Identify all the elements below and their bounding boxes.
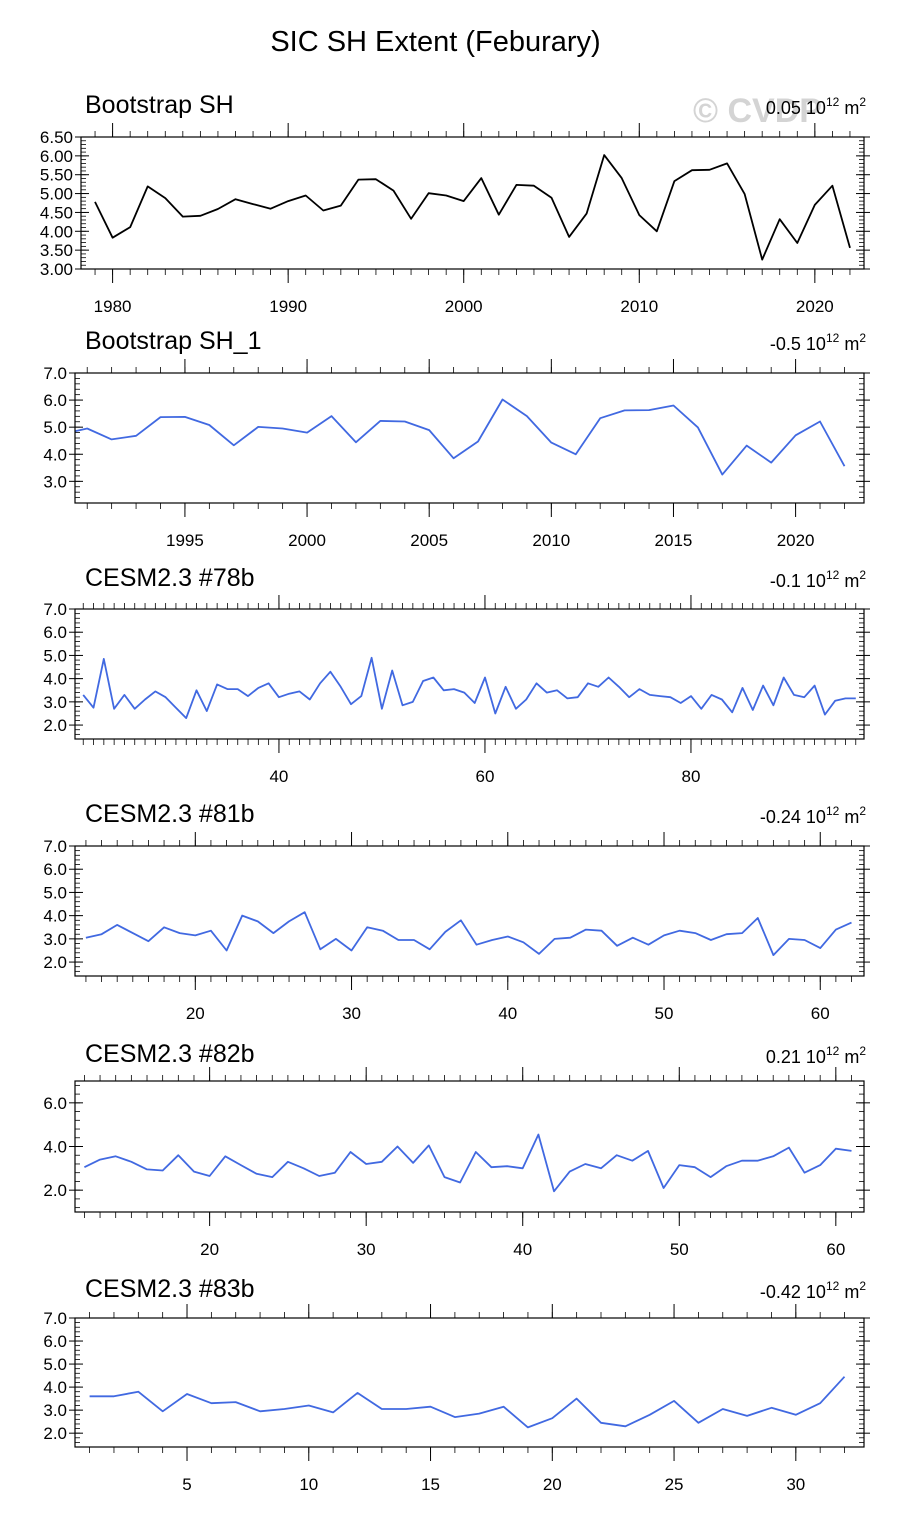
chart-panel-2: Bootstrap SH_1 -0.5 1012 m2 3.0 4.0 5.0 6.0 7.… [43, 327, 870, 550]
plot-frame [74, 1080, 865, 1213]
x-tick-label: 2005 [410, 531, 448, 550]
trend-label: 0.05 1012 m2 [766, 95, 866, 118]
y-tick-label: 4.0 [43, 1378, 67, 1397]
trend-label: -0.42 1012 m2 [760, 1279, 866, 1302]
y-tick-label: 5.50 [40, 166, 73, 185]
x-tick-label: 60 [475, 767, 494, 786]
y-tick-label: 6.0 [43, 1332, 67, 1351]
x-tick-label: 20 [200, 1240, 219, 1259]
x-tick-label: 2010 [620, 297, 658, 316]
x-tick-label: 2010 [532, 531, 570, 550]
y-tick-label: 4.00 [40, 222, 73, 241]
y-tick-label: 7.0 [43, 364, 67, 383]
panel-title: Bootstrap SH [85, 91, 234, 119]
x-tick-label: 1980 [94, 297, 132, 316]
y-tick-label: 7.0 [43, 600, 67, 619]
x-tick-label: 30 [786, 1475, 805, 1494]
y-tick-label: 3.0 [43, 472, 67, 491]
y-tick-label: 3.0 [43, 1401, 67, 1420]
x-tick-label: 2015 [655, 531, 693, 550]
trend-label: -0.24 1012 m2 [760, 804, 866, 827]
x-tick-label: 2020 [777, 531, 815, 550]
figure-title: SIC SH Extent (Feburary) [270, 26, 601, 58]
y-tick-label: 6.0 [43, 1094, 67, 1113]
x-tick-label: 60 [811, 1004, 830, 1023]
x-tick-label: 1990 [269, 297, 307, 316]
plot-frame [80, 136, 865, 270]
x-tick-label: 1995 [166, 531, 204, 550]
y-tick-label: 5.00 [40, 185, 73, 204]
x-tick-label: 2000 [445, 297, 483, 316]
trend-label: -0.1 1012 m2 [770, 568, 866, 591]
y-tick-label: 6.0 [43, 391, 67, 410]
y-tick-label: 2.0 [43, 716, 67, 735]
y-tick-label: 2.0 [43, 1424, 67, 1443]
y-tick-label: 3.00 [40, 260, 73, 279]
y-tick-label: 4.0 [43, 1138, 67, 1157]
x-tick-label: 60 [826, 1240, 845, 1259]
x-tick-label: 2020 [796, 297, 834, 316]
y-tick-label: 5.0 [43, 646, 67, 665]
trend-label: 0.21 1012 m2 [766, 1044, 866, 1067]
panel-title: CESM2.3 #81b [85, 800, 255, 828]
y-tick-label: 6.00 [40, 147, 73, 166]
y-tick-label: 7.0 [43, 837, 67, 856]
y-tick-label: 3.50 [40, 241, 73, 260]
y-tick-label: 5.0 [43, 418, 67, 437]
y-tick-label: 3.0 [43, 693, 67, 712]
x-tick-label: 2000 [288, 531, 326, 550]
chart-panel-3: CESM2.3 #78b -0.1 1012 m2 2.0 3.0 4.0 5.0 6.0 7… [43, 564, 870, 786]
chart-panel-6: CESM2.3 #83b -0.42 1012 m2 2.0 3.0 4.0 5.0 6.0… [43, 1275, 870, 1494]
x-tick-label: 30 [357, 1240, 376, 1259]
x-tick-label: 5 [182, 1475, 191, 1494]
x-tick-label: 40 [498, 1004, 517, 1023]
y-tick-label: 2.0 [43, 1181, 67, 1200]
y-tick-label: 6.0 [43, 623, 67, 642]
chart-panel-5: CESM2.3 #82b 0.21 1012 m2 2.0 4.0 6.0 20 30 40 5… [43, 1040, 870, 1259]
y-tick-label: 6.0 [43, 860, 67, 879]
y-tick-label: 5.0 [43, 1355, 67, 1374]
y-tick-label: 7.0 [43, 1309, 67, 1328]
x-tick-label: 40 [269, 767, 288, 786]
plot-frame [74, 1317, 865, 1448]
x-tick-label: 15 [421, 1475, 440, 1494]
plot-frame [74, 845, 865, 977]
x-tick-label: 50 [670, 1240, 689, 1259]
x-tick-label: 20 [186, 1004, 205, 1023]
panel-title: CESM2.3 #82b [85, 1040, 255, 1068]
y-tick-label: 6.50 [40, 128, 73, 147]
y-tick-label: 2.0 [43, 953, 67, 972]
x-tick-label: 40 [513, 1240, 532, 1259]
y-tick-label: 3.0 [43, 930, 67, 949]
x-tick-label: 30 [342, 1004, 361, 1023]
x-tick-label: 80 [681, 767, 700, 786]
trend-label: -0.5 1012 m2 [770, 331, 866, 354]
plot-frame [74, 608, 865, 740]
y-tick-label: 4.0 [43, 670, 67, 689]
x-tick-label: 25 [665, 1475, 684, 1494]
series-line [89, 1376, 846, 1429]
chart-panel-4: CESM2.3 #81b -0.24 1012 m2 2.0 3.0 4.0 5.0 6.0… [43, 800, 870, 1023]
series-line [82, 656, 856, 719]
panel-title: Bootstrap SH_1 [85, 327, 262, 355]
y-tick-label: 4.50 [40, 203, 73, 222]
panel-title: CESM2.3 #78b [85, 564, 255, 592]
y-tick-label: 4.0 [43, 907, 67, 926]
panel-title: CESM2.3 #83b [85, 1275, 255, 1303]
plot-frame [74, 372, 865, 504]
series-line [84, 1133, 852, 1193]
x-tick-label: 50 [655, 1004, 674, 1023]
y-tick-label: 4.0 [43, 445, 67, 464]
x-tick-label: 10 [299, 1475, 318, 1494]
y-tick-label: 5.0 [43, 883, 67, 902]
series-line [74, 398, 846, 476]
series-line [94, 154, 851, 261]
x-tick-label: 20 [543, 1475, 562, 1494]
chart-panel-1: Bootstrap SH 0.05 1012 m2 3.003.504.004.50… [40, 91, 870, 316]
series-line [85, 911, 852, 956]
